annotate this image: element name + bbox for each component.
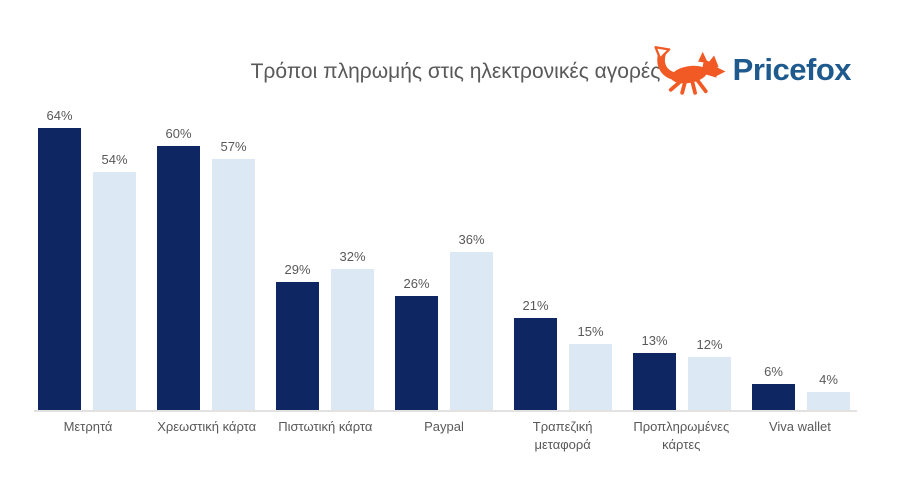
bar-with-label: 4% xyxy=(807,372,850,410)
category-label: Προπληρωμένες κάρτες xyxy=(633,419,730,453)
bar-value-label: 4% xyxy=(819,372,838,387)
bar-group: 21% 15% xyxy=(514,298,612,410)
bar-groups: 64% 54% 60% 57% 29% 32% 26% 36% 21% 15% 13% 12% 6% 4% xyxy=(38,80,850,410)
dark-navy-bar xyxy=(752,384,795,410)
bar-value-label: 29% xyxy=(284,262,311,277)
bar-group: 13% 12% xyxy=(633,333,731,410)
bar-value-label: 12% xyxy=(696,337,723,352)
bar-with-label: 64% xyxy=(38,108,81,410)
light-blue-bar xyxy=(93,172,136,410)
pricefox-logo: Pricefox xyxy=(651,44,852,96)
bar-value-label: 21% xyxy=(522,298,549,313)
bar-value-label: 13% xyxy=(641,333,668,348)
bar-group: 29% 32% xyxy=(276,249,374,410)
category-label: Viva wallet xyxy=(768,419,831,434)
bar-with-label: 60% xyxy=(157,126,200,410)
bar-group: 6% 4% xyxy=(752,364,850,410)
dark-navy-bar xyxy=(276,282,319,410)
category-labels: Μετρητά Χρεωστική κάρτα Πιστωτική κάρτα Pay… xyxy=(38,418,850,454)
bar-with-label: 32% xyxy=(331,249,374,410)
dark-navy-bar xyxy=(38,128,81,410)
bar-with-label: 29% xyxy=(276,262,319,410)
dark-navy-bar xyxy=(633,353,676,410)
bar-value-label: 64% xyxy=(46,108,73,123)
chart-title: Τρόποι πληρωμής στις ηλεκτρονικές αγορές xyxy=(250,60,661,83)
bar-with-label: 21% xyxy=(514,298,557,410)
category-label: Τραπεζική μεταφορά xyxy=(532,419,593,453)
bar-with-label: 57% xyxy=(212,139,255,410)
logo-wordmark: Pricefox xyxy=(732,52,852,87)
light-blue-bar xyxy=(331,269,374,410)
bar-group: 26% 36% xyxy=(395,232,493,410)
light-blue-bar xyxy=(212,159,255,410)
dark-navy-bar xyxy=(395,296,438,410)
category-label: Χρεωστική κάρτα xyxy=(157,419,257,434)
light-blue-bar xyxy=(807,392,850,410)
bar-with-label: 6% xyxy=(752,364,795,410)
bar-value-label: 60% xyxy=(165,126,192,141)
bar-with-label: 36% xyxy=(450,232,493,410)
bar-with-label: 54% xyxy=(93,152,136,410)
category-label: Πιστωτική κάρτα xyxy=(278,419,373,434)
bar-with-label: 15% xyxy=(569,324,612,410)
dark-navy-bar xyxy=(514,318,557,410)
bar-value-label: 26% xyxy=(403,276,430,291)
light-blue-bar xyxy=(688,357,731,410)
category-label: Paypal xyxy=(424,419,464,434)
bar-with-label: 26% xyxy=(395,276,438,410)
bar-value-label: 57% xyxy=(220,139,247,154)
bar-group: 60% 57% xyxy=(157,126,255,410)
bar-value-label: 54% xyxy=(101,152,128,167)
dark-navy-bar xyxy=(157,146,200,410)
bar-value-label: 15% xyxy=(577,324,604,339)
bar-with-label: 13% xyxy=(633,333,676,410)
x-axis-line xyxy=(34,410,857,412)
bar-with-label: 12% xyxy=(688,337,731,410)
bar-value-label: 6% xyxy=(764,364,783,379)
bar-value-label: 32% xyxy=(339,249,366,264)
bar-value-label: 36% xyxy=(458,232,485,247)
bar-group: 64% 54% xyxy=(38,108,136,410)
light-blue-bar xyxy=(569,344,612,410)
light-blue-bar xyxy=(450,252,493,410)
fox-icon xyxy=(654,46,726,95)
category-label: Μετρητά xyxy=(63,419,113,434)
